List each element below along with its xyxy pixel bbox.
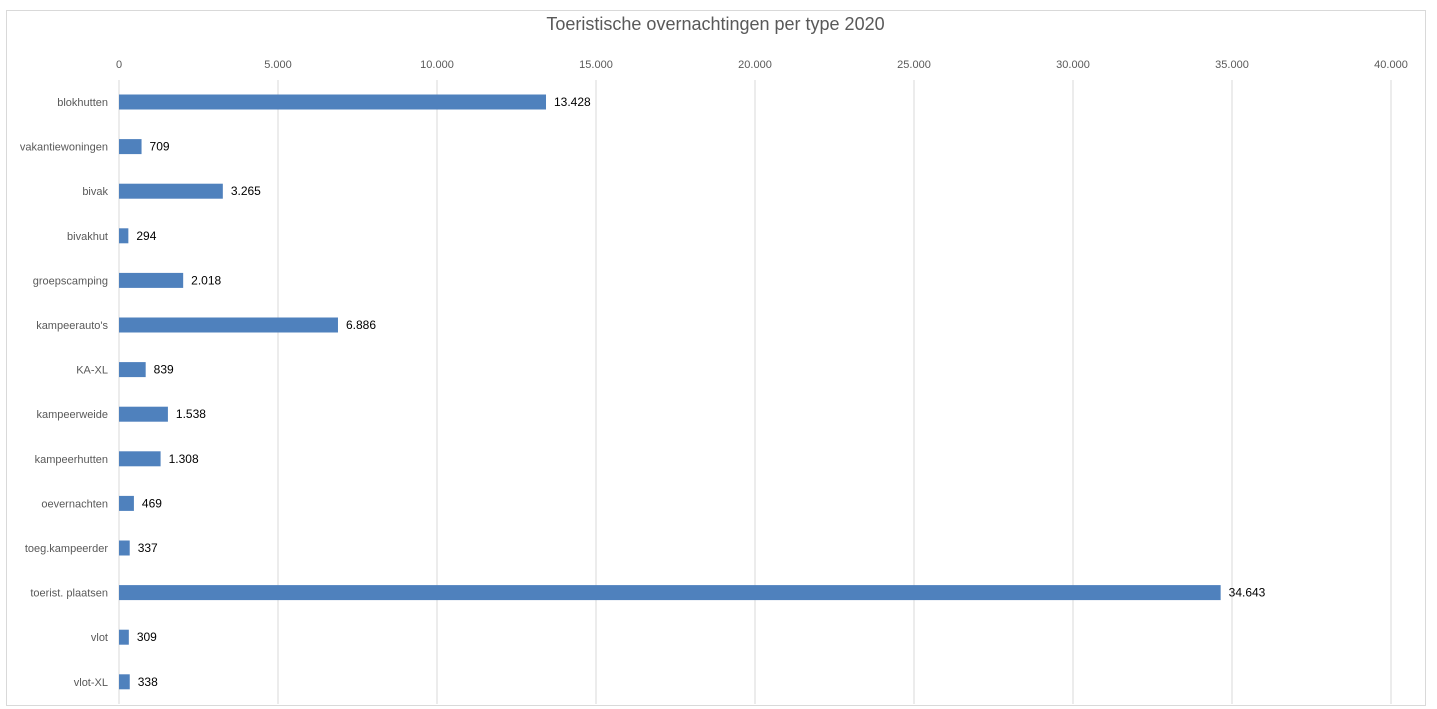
category-label: bivakhut <box>67 231 108 243</box>
category-label: blokhutten <box>57 97 108 109</box>
data-label: 309 <box>137 630 157 644</box>
bar <box>119 495 134 511</box>
data-label: 337 <box>138 541 158 555</box>
category-label: vlot <box>91 632 108 644</box>
data-label: 13.428 <box>554 95 591 109</box>
data-label: 1.538 <box>176 407 206 421</box>
category-label: vakantiewoningen <box>20 142 108 154</box>
bar <box>119 451 161 467</box>
data-label: 338 <box>138 675 158 689</box>
category-label: kampeerhutten <box>35 454 108 466</box>
bar <box>119 629 129 645</box>
data-label: 6.886 <box>346 318 376 332</box>
x-tick-label: 30.000 <box>1056 59 1090 71</box>
x-tick-label: 40.000 <box>1374 59 1408 71</box>
data-label: 3.265 <box>231 184 261 198</box>
x-tick-label: 0 <box>116 59 122 71</box>
bar <box>119 540 130 556</box>
category-label: groepscamping <box>33 275 108 287</box>
x-tick-label: 35.000 <box>1215 59 1249 71</box>
bar <box>119 228 129 244</box>
bar <box>119 362 146 378</box>
x-tick-label: 20.000 <box>738 59 772 71</box>
bar <box>119 406 168 422</box>
data-label: 469 <box>142 496 162 510</box>
bar <box>119 585 1221 601</box>
bar <box>119 94 547 110</box>
x-tick-label: 5.000 <box>264 59 292 71</box>
bar <box>119 272 184 288</box>
data-label: 34.643 <box>1229 586 1266 600</box>
category-label: bivak <box>82 186 108 198</box>
bar <box>119 674 130 690</box>
data-label: 294 <box>136 229 156 243</box>
category-label: vlot-XL <box>74 677 108 689</box>
x-tick-label: 15.000 <box>579 59 613 71</box>
category-label: toeg.kampeerder <box>25 543 108 555</box>
category-label: toerist. plaatsen <box>30 588 108 600</box>
bar <box>119 183 223 199</box>
data-label: 839 <box>154 363 174 377</box>
data-label: 1.308 <box>169 452 199 466</box>
data-label: 2.018 <box>191 273 221 287</box>
category-label: kampeerauto's <box>36 320 108 332</box>
x-tick-label: 10.000 <box>420 59 454 71</box>
data-label: 709 <box>150 140 170 154</box>
category-label: KA-XL <box>76 365 108 377</box>
bar <box>119 317 338 333</box>
chart-title: Toeristische overnachtingen per type 202… <box>546 14 885 34</box>
category-label: kampeerweide <box>36 409 108 421</box>
x-tick-label: 25.000 <box>897 59 931 71</box>
category-label: oevernachten <box>41 498 108 510</box>
bar <box>119 139 142 155</box>
